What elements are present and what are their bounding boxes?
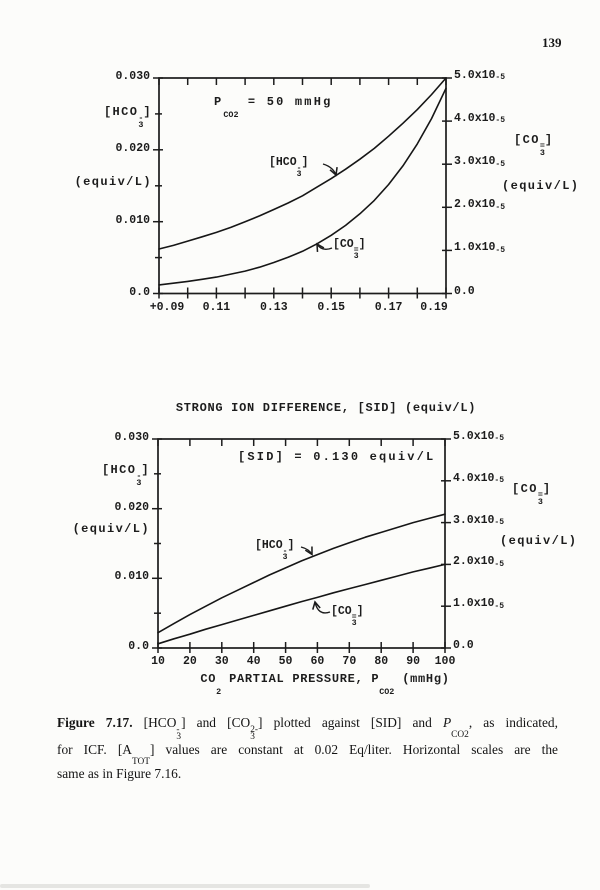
series-curve: [157, 563, 446, 645]
x-tick-label: 30: [214, 655, 229, 668]
x-tick-label: 70: [342, 655, 357, 668]
top-right-axis-units: (equiv/L): [502, 179, 580, 193]
top-chart-annotation: P CO2 = 50 mmHg: [214, 95, 333, 120]
x-tick-label: 50: [278, 655, 293, 668]
y-right-tick-label: 4.0x10 -5: [454, 112, 506, 126]
hco3-curve-label-bottom: [HCO -3]: [255, 539, 295, 563]
bottom-right-axis-units: (equiv/L): [500, 534, 578, 548]
y-left-tick-label: 0.020: [114, 500, 149, 514]
y-left-tick-label: 0.020: [115, 141, 150, 155]
caption-line: Figure 7.17. [HCO -3] and [CO 2- 3] plotted…: [57, 715, 558, 743]
y-left-tick-label: 0.010: [114, 570, 149, 584]
y-right-tick-label: 3.0x10 -5: [454, 155, 506, 169]
x-tick-label: +0.09: [149, 300, 185, 314]
y-right-tick-label: 4.0x10 -5: [453, 471, 505, 486]
y-right-tick-label: 5.0x10 -5: [454, 69, 506, 83]
y-left-tick-label: 0.0: [129, 285, 150, 299]
bottom-left-axis-units: (equiv/L): [72, 522, 150, 536]
y-left-tick-label: 0.030: [115, 70, 150, 83]
x-tick-label: 100: [434, 655, 456, 668]
x-tick-label: 0.17: [374, 300, 403, 314]
y-left-tick-label: 0.030: [114, 431, 149, 444]
y-right-tick-label: 3.0x10 -5: [453, 513, 505, 527]
bottom-left-axis-title: [HCO -3]: [101, 463, 150, 488]
bottom-chart-x-axis-label: CO 2 PARTIAL PRESSURE, P CO2 (mmHg): [200, 672, 450, 697]
x-tick-label: 0.11: [202, 300, 231, 314]
top-left-axis-units: (equiv/L): [74, 175, 152, 189]
bottom-chart-annotation: [SID] = 0.130 equiv/L: [238, 450, 436, 464]
top-chart-x-axis-label: STRONG ION DIFFERENCE, [SID] (equiv/L): [175, 401, 477, 415]
figure-caption: Figure 7.17. [HCO -3] and [CO 2- 3] plotted…: [57, 715, 558, 783]
series-curve: [157, 513, 446, 634]
y-left-tick-label: 0.0: [128, 640, 149, 653]
caption-line: for ICF. [A TOT] values are constant at 0…: [57, 741, 558, 767]
y-right-tick-label: 1.0x10 -5: [454, 241, 506, 255]
plot-frame: [157, 438, 446, 649]
co3-pointer-arrow-bottom: [312, 600, 331, 614]
y-right-tick-label: 0.0: [454, 284, 475, 298]
x-tick-label: 0.15: [317, 300, 345, 314]
y-right-tick-label: 2.0x10 -5: [454, 198, 506, 212]
x-tick-label: 90: [406, 655, 421, 668]
x-tick-label: 60: [310, 655, 325, 668]
x-tick-label: 10: [151, 655, 165, 668]
page-number: 139: [542, 35, 562, 50]
top-left-axis-title: [HCO -3]: [103, 105, 152, 130]
x-tick-label: 0.13: [259, 300, 288, 314]
hco3-pointer-arrow-bottom: [300, 546, 313, 556]
hco3-pointer-arrow-top: [322, 163, 338, 177]
x-tick-label: 20: [182, 655, 197, 668]
y-right-tick-label: 1.0x10 -5: [453, 597, 505, 611]
y-right-tick-label: 2.0x10 -5: [453, 555, 505, 569]
x-tick-label: 40: [246, 655, 261, 668]
y-right-tick-label: 5.0x10 -5: [453, 430, 505, 444]
co3-curve-label-top: [CO = 3]: [333, 238, 366, 262]
y-left-tick-label: 0.010: [115, 213, 150, 227]
co3-pointer-arrow-top: [316, 242, 333, 252]
top-right-axis-title: [CO = 3]: [514, 133, 554, 158]
co3-curve-label-bottom: [CO = 3]: [331, 605, 364, 629]
hco3-curve-label-top: [HCO -3]: [269, 156, 309, 180]
bottom-right-axis-title: [CO = 3]: [512, 482, 552, 507]
caption-line: same as in Figure 7.16.: [57, 766, 182, 782]
x-tick-label: 0.19: [420, 300, 448, 314]
x-tick-label: 80: [374, 655, 389, 668]
scan-artifact: [0, 884, 370, 888]
y-right-tick-label: 0.0: [453, 639, 474, 652]
